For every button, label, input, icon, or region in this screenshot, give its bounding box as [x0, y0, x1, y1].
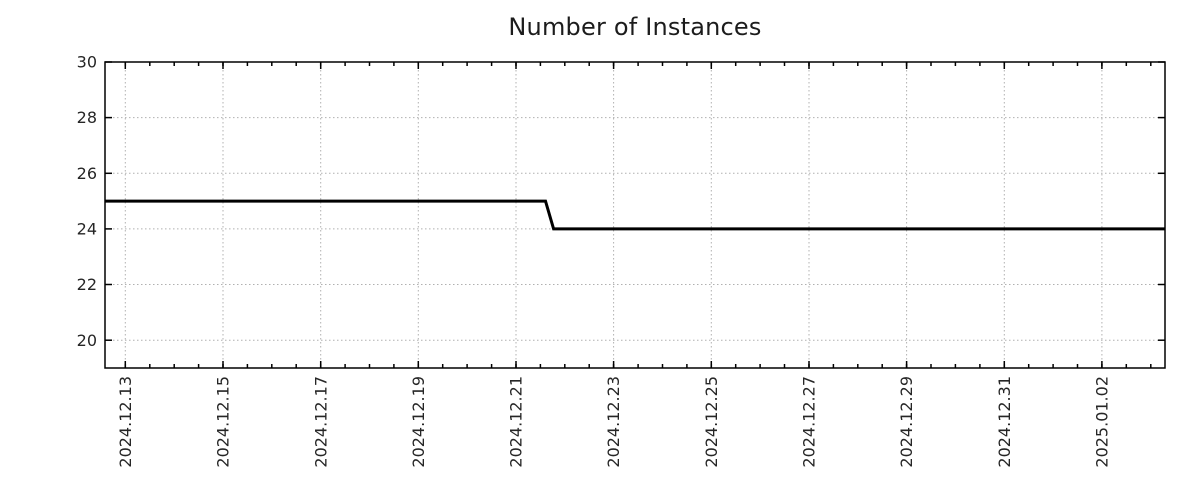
- y-tick-label: 20: [77, 331, 97, 350]
- x-tick-label: 2024.12.15: [214, 376, 233, 468]
- y-tick-label: 26: [77, 164, 97, 183]
- x-tick-label: 2024.12.27: [800, 376, 819, 468]
- y-tick-label: 22: [77, 275, 97, 294]
- x-tick-label: 2024.12.21: [507, 376, 526, 468]
- plot-frame: [104, 61, 1166, 369]
- x-tick-label: 2024.12.23: [604, 376, 623, 468]
- y-tick-label: 24: [77, 220, 97, 239]
- x-tick-label: 2024.12.29: [897, 376, 916, 468]
- y-tick-label: 28: [77, 108, 97, 127]
- x-tick-label: 2024.12.25: [702, 376, 721, 468]
- y-tick-label: 30: [77, 53, 97, 72]
- x-tick-label: 2024.12.13: [116, 376, 135, 468]
- x-tick-label: 2024.12.19: [409, 376, 428, 468]
- x-tick-label: 2024.12.17: [311, 376, 330, 468]
- x-tick-label: 2024.12.31: [995, 376, 1014, 468]
- x-tick-label: 2025.01.02: [1093, 376, 1112, 468]
- data-line-instances: [105, 199, 1165, 231]
- chart-title: Number of Instances: [508, 13, 762, 41]
